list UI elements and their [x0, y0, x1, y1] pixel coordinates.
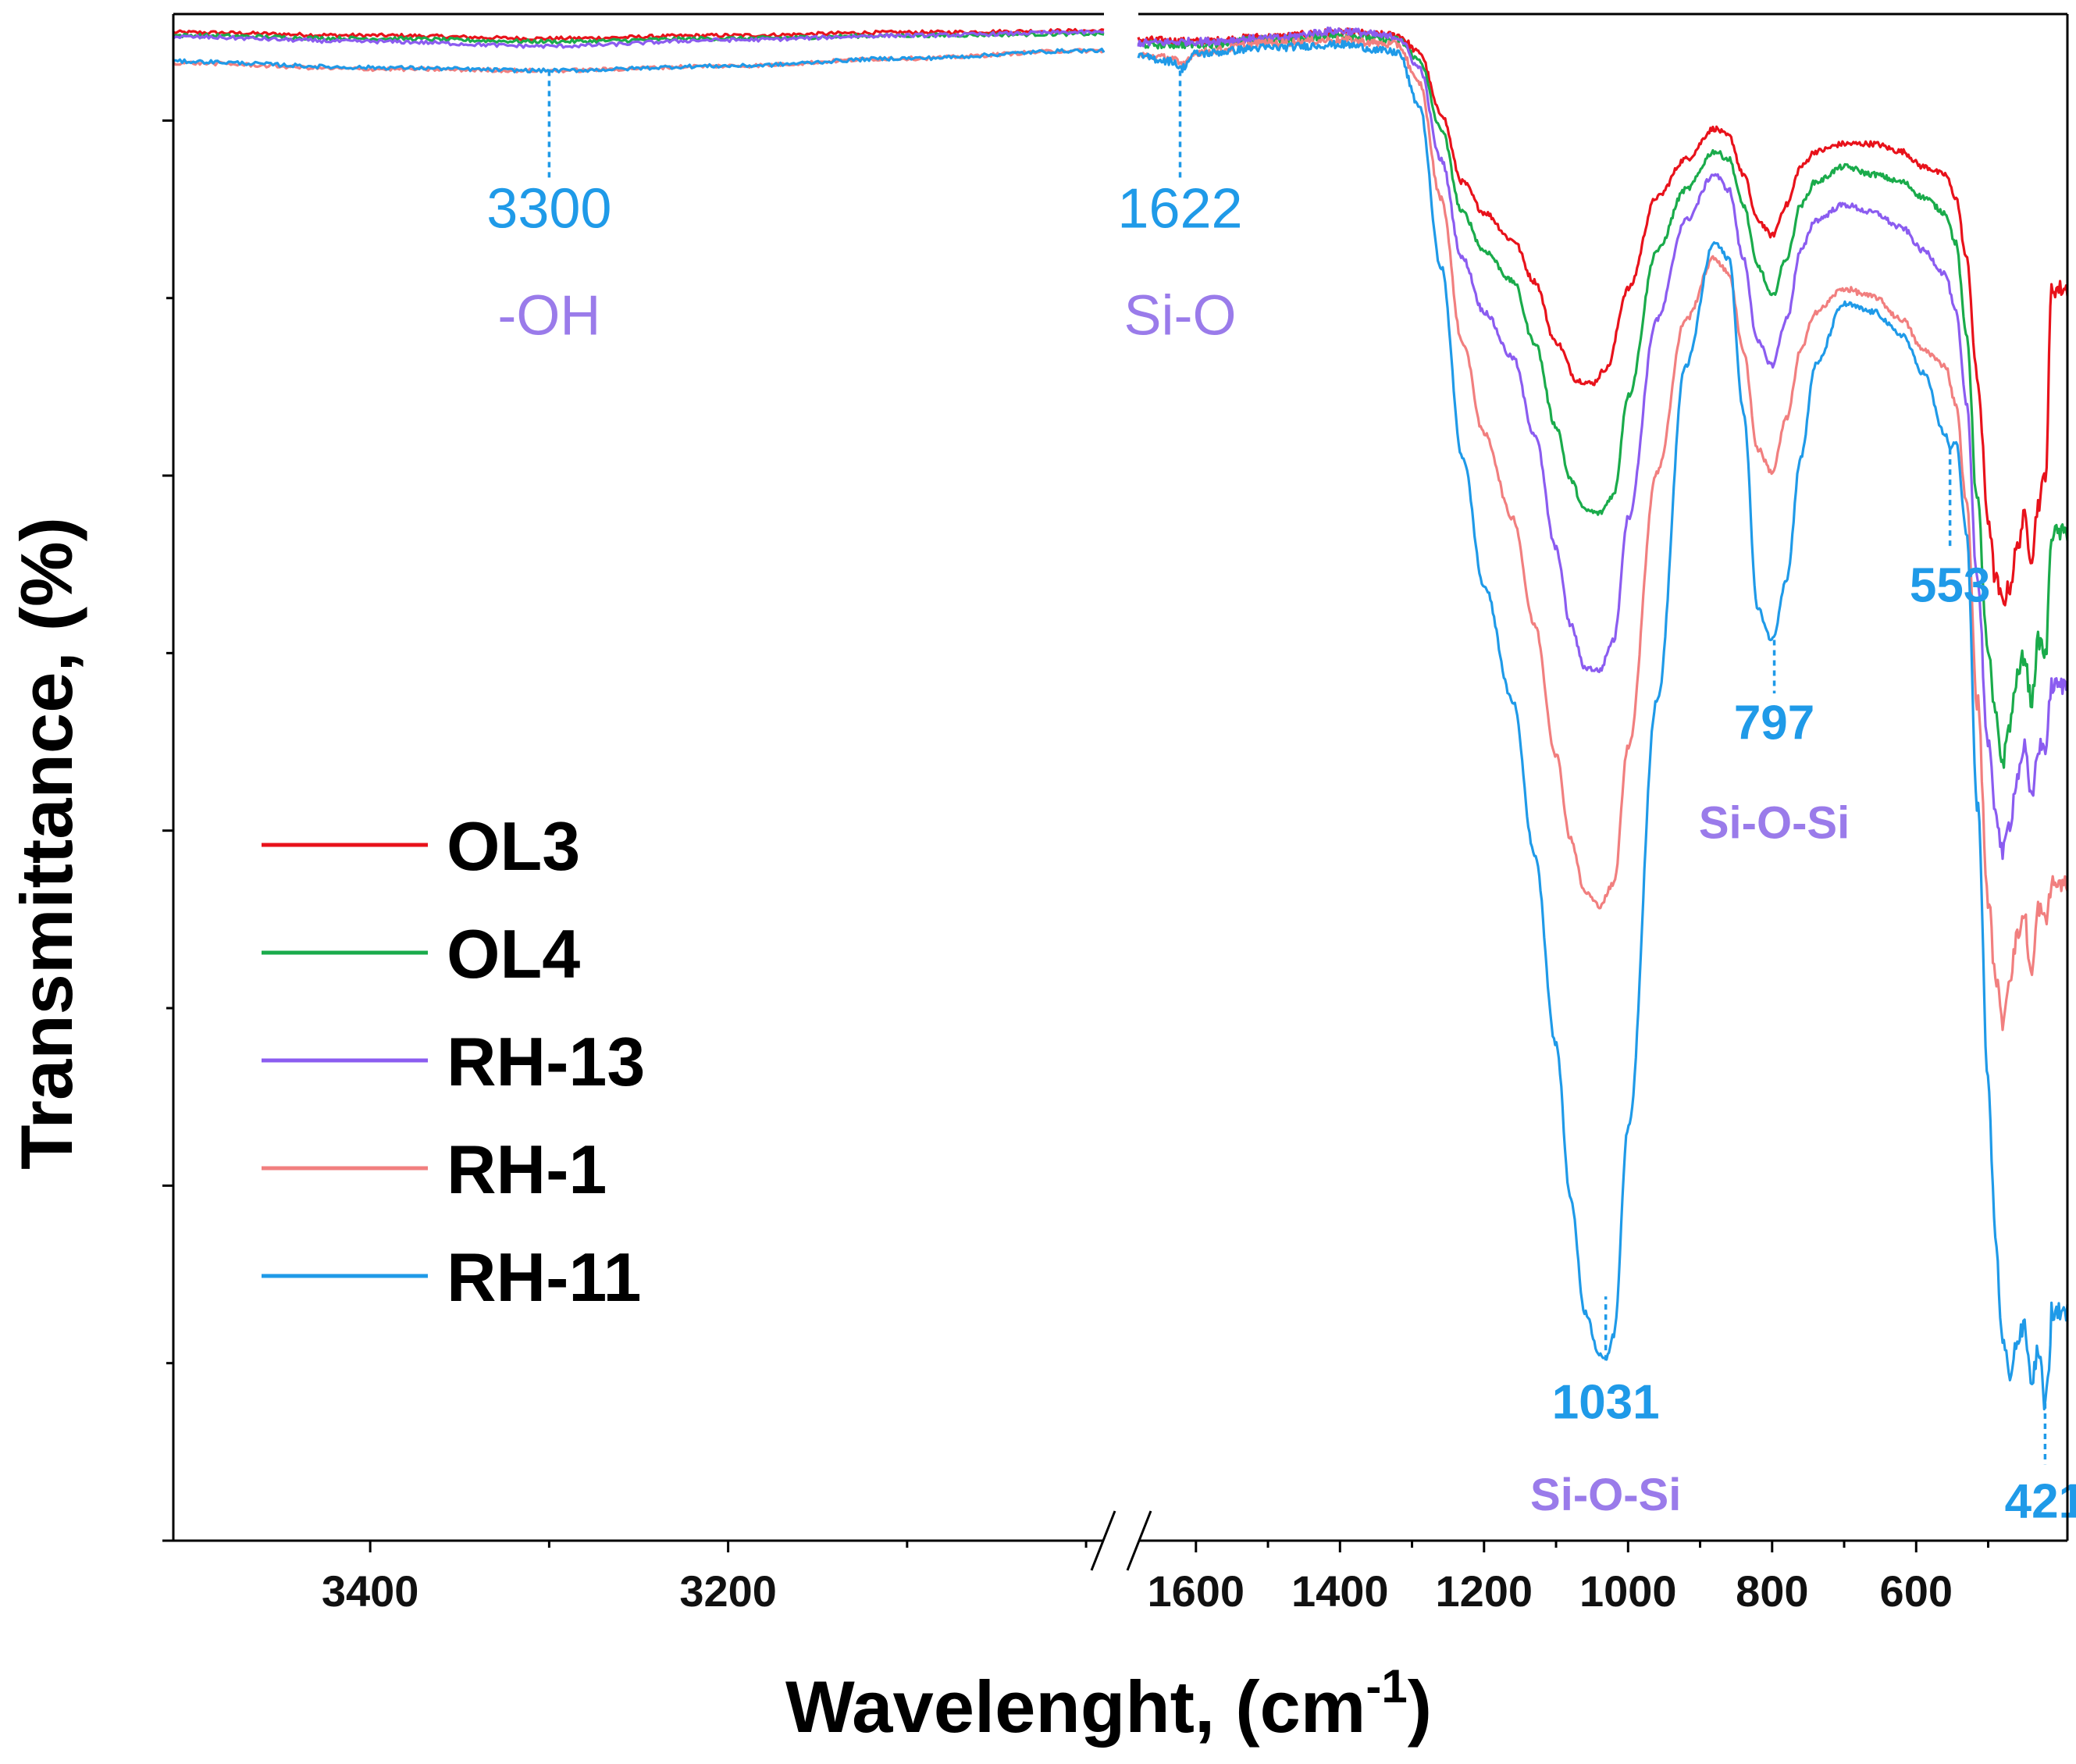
annotation-3300: 3300 -OH — [486, 70, 611, 347]
legend-item-ol4: OL4 — [262, 915, 580, 992]
y-axis-title: Transmittance, (%) — [5, 517, 87, 1170]
legend-item-ol3: OL3 — [262, 807, 580, 885]
x-tick-label-1200: 1200 — [1436, 1566, 1533, 1616]
series-rh-13 — [173, 26, 2068, 861]
series-line-ol3-left — [173, 27, 1105, 41]
axis-break-mark-1 — [1090, 1510, 1116, 1571]
annotation-1031: 1031 Si-O-Si — [1530, 1296, 1681, 1520]
annotation-assignment-3300: -OH — [497, 285, 600, 347]
annotation-assignment-1622: Si-O — [1124, 285, 1237, 347]
annotation-label-1031: 1031 — [1552, 1376, 1660, 1430]
annotation-label-553: 553 — [1910, 559, 1990, 613]
legend-item-rh-1: RH-1 — [262, 1131, 607, 1208]
x-tick-label-1400: 1400 — [1291, 1566, 1389, 1616]
legend-label-ol3: OL3 — [447, 807, 580, 885]
series-line-rh-13-left — [173, 29, 1105, 49]
annotation-797: 797 Si-O-Si — [1699, 640, 1850, 849]
annotation-1622: 1622 Si-O — [1117, 70, 1243, 347]
annotation-421: 421 — [2005, 1403, 2076, 1529]
legend-item-rh-13: RH-13 — [262, 1023, 645, 1100]
annotation-label-3300: 3300 — [486, 178, 611, 241]
axis-break-mark-2 — [1126, 1510, 1152, 1571]
legend-label-rh-1: RH-1 — [447, 1131, 607, 1208]
series-line-rh-11-left — [173, 48, 1106, 74]
x-tick-label-800: 800 — [1736, 1566, 1808, 1616]
annotation-assignment-797: Si-O-Si — [1699, 798, 1850, 849]
series-line-rh-13-right — [1137, 26, 2068, 861]
x-tick-label-3400: 3400 — [322, 1566, 419, 1616]
x-tick-label-1600: 1600 — [1148, 1566, 1245, 1616]
annotation-553: 553 — [1910, 449, 1990, 613]
legend-item-rh-11: RH-11 — [262, 1238, 641, 1316]
legend-label-ol4: OL4 — [447, 915, 580, 992]
x-tick-label-1000: 1000 — [1579, 1566, 1677, 1616]
series-rh-11 — [173, 39, 2069, 1411]
x-tick-label-3200: 3200 — [679, 1566, 777, 1616]
series-line-rh-1-right — [1138, 34, 2069, 1032]
annotation-assignment-1031: Si-O-Si — [1530, 1470, 1681, 1520]
x-tick-label-600: 600 — [1880, 1566, 1953, 1616]
annotation-label-797: 797 — [1734, 697, 1814, 750]
legend-label-rh-11: RH-11 — [447, 1238, 641, 1316]
legend-label-rh-13: RH-13 — [447, 1023, 645, 1100]
x-axis-title: Wavelenght, (cm-1) — [785, 1660, 1432, 1748]
annotation-label-1622: 1622 — [1117, 178, 1242, 241]
series-line-rh-11-right — [1137, 39, 2069, 1411]
annotation-label-421: 421 — [2005, 1475, 2076, 1529]
